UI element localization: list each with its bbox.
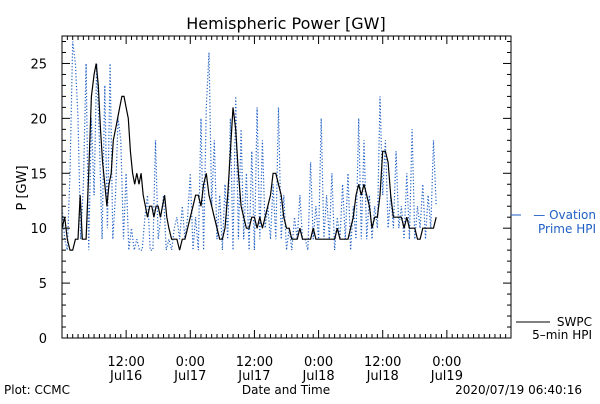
x-tick-label-time: 12:00 [107, 355, 144, 370]
plot-frame [61, 35, 512, 339]
series-layer [61, 41, 437, 251]
series-line-ovation-prime-hpi [61, 41, 437, 251]
legend-swpc-line2: 5–min HPI [532, 328, 592, 342]
x-tick-label-date: Jul17 [173, 369, 206, 384]
x-tick-label-time: 12:00 [364, 355, 401, 370]
x-tick-label-date: Jul17 [237, 369, 270, 384]
x-tick-label-time: 12:00 [236, 355, 273, 370]
x-tick-label-date: Jul18 [366, 369, 399, 384]
x-tick-label-time: 0:00 [432, 355, 461, 370]
y-tick-label: 10 [30, 222, 47, 237]
y-tick-label: 0 [39, 332, 47, 347]
x-axis-label: Date and Time [242, 383, 330, 397]
axes-layer: 051015202512:00Jul160:00Jul1712:00Jul170… [30, 35, 521, 384]
y-tick-label: 15 [30, 167, 47, 182]
legend: — Ovation Prime HPI SWPC 5–min HPI [516, 208, 596, 342]
x-tick-label-time: 0:00 [304, 355, 333, 370]
y-tick-label: 25 [30, 57, 47, 72]
footer-left: Plot: CCMC [4, 383, 70, 397]
x-tick-label-date: Jul18 [301, 369, 334, 384]
x-tick-label-date: Jul16 [109, 369, 142, 384]
svg-text:P [GW]: P [GW] [15, 165, 30, 210]
series-line-swpc-5-min-hpi [61, 63, 437, 251]
chart-title: Hemispheric Power [GW] [186, 14, 385, 33]
legend-ovation-line2: Prime HPI [538, 222, 596, 236]
footer-right: 2020/07/19 06:40:16 [455, 383, 582, 397]
x-tick-label-time: 0:00 [176, 355, 205, 370]
y-tick-label: 5 [39, 277, 47, 292]
x-tick-label-date: Jul19 [430, 369, 463, 384]
legend-ovation-line1: — Ovation [533, 208, 596, 222]
y-axis-label: P [GW] [15, 165, 30, 210]
legend-swpc-line1: SWPC [557, 315, 592, 329]
y-tick-label: 20 [30, 112, 47, 127]
